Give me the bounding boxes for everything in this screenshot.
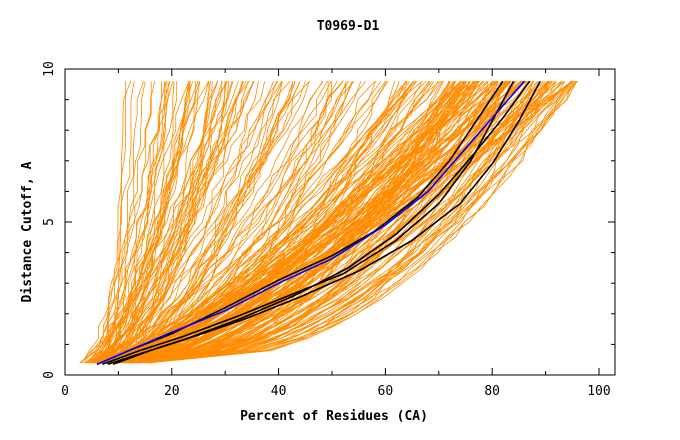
model-curve [127, 81, 332, 364]
model-curve [114, 81, 557, 364]
model-curve [108, 81, 132, 363]
model-curve [104, 81, 219, 364]
model-curve [92, 80, 279, 364]
y-tick-label: 0 [42, 371, 57, 379]
model-curve [133, 81, 456, 364]
model-curve [117, 81, 283, 364]
model-curve [80, 81, 255, 364]
model-curve [124, 80, 573, 364]
model-curve [103, 81, 167, 364]
model-curve [149, 81, 534, 364]
y-tick-label: 5 [42, 218, 57, 226]
model-curve [84, 81, 152, 364]
model-curve [94, 80, 497, 364]
model-curve [104, 81, 230, 364]
model-curve [87, 81, 243, 364]
series-black-2 [102, 80, 515, 366]
model-curve [106, 80, 576, 364]
model-curve [96, 81, 296, 364]
x-tick-label: 60 [378, 384, 394, 399]
model-curve [96, 81, 165, 363]
model-curve [117, 81, 301, 364]
model-curve [118, 80, 572, 364]
model-curve [94, 81, 171, 364]
series-black-1 [96, 80, 504, 366]
model-curve [81, 81, 167, 364]
model-curve [132, 80, 454, 364]
model-curve [131, 80, 349, 364]
model-curve [101, 81, 301, 364]
model-curve [111, 80, 557, 364]
model-curve [90, 80, 283, 364]
series-lines [79, 80, 578, 366]
model-curve [94, 81, 306, 364]
model-curve [87, 80, 328, 364]
x-tick-label: 0 [61, 384, 69, 399]
axis-ticks: 0 20 40 60 80 100 0 5 10 [42, 61, 615, 399]
model-curve [86, 81, 294, 364]
series-blue-1 [96, 80, 525, 366]
model-curve [147, 80, 480, 364]
model-curve [101, 81, 266, 363]
model-curve [93, 80, 423, 364]
x-tick-label: 20 [164, 384, 180, 399]
model-curve [124, 80, 310, 364]
model-curve [117, 80, 573, 364]
model-curve [115, 80, 355, 364]
model-curve [99, 80, 549, 364]
model-curve [84, 81, 146, 364]
model-curve [112, 80, 499, 364]
model-curve [94, 80, 229, 364]
model-curve [109, 81, 200, 364]
model-curve [104, 80, 573, 364]
x-tick-label: 100 [587, 384, 610, 399]
y-tick-label: 10 [42, 61, 57, 77]
model-curve [94, 80, 476, 364]
model-curve [105, 80, 524, 364]
model-curve [94, 81, 277, 364]
model-curve [99, 81, 233, 364]
model-curve [138, 80, 534, 364]
model-curve [79, 81, 239, 364]
model-curve [127, 80, 414, 364]
model-curve [137, 81, 578, 364]
model-curve [147, 81, 507, 364]
x-tick-label: 80 [484, 384, 500, 399]
model-curve [126, 80, 552, 364]
model-curve [80, 81, 135, 364]
model-curve [149, 81, 515, 364]
y-axis-title: Distance Cutoff, A [20, 161, 35, 302]
model-curve [120, 80, 521, 364]
model-curve [109, 81, 175, 364]
model-curve [131, 80, 509, 364]
model-curve [102, 80, 497, 364]
model-curve [110, 80, 511, 364]
model-curve [100, 80, 416, 364]
model-curve [146, 80, 456, 364]
x-axis-title: Percent of Residues (CA) [240, 409, 428, 424]
chart-title: T0969-D1 [317, 19, 380, 34]
series-black-4 [107, 80, 531, 366]
model-curve [88, 81, 249, 364]
x-tick-label: 40 [271, 384, 287, 399]
model-curve [139, 81, 474, 364]
model-curve [98, 80, 566, 364]
model-curve [96, 81, 191, 364]
model-curve [130, 80, 552, 364]
model-curve [119, 80, 324, 364]
model-curve [107, 80, 389, 364]
model-curve [83, 81, 190, 364]
